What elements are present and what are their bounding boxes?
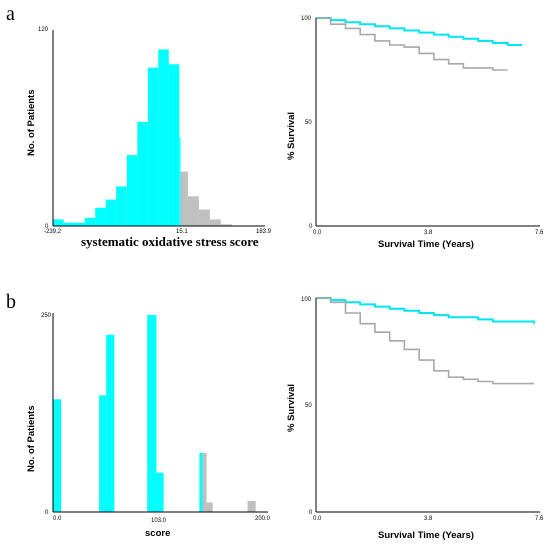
histogram-a-xtick-max: 183.9 bbox=[256, 229, 272, 235]
survival-b-ytick-50: 50 bbox=[305, 403, 312, 409]
histogram-a-bar-cyan-7 bbox=[126, 155, 138, 226]
histogram-b-xlabel: score bbox=[145, 528, 170, 539]
histogram-a-bar-gray-1 bbox=[187, 196, 199, 226]
histogram-b-ytick-0: 0 bbox=[45, 510, 49, 516]
histogram-b-ylabel: No. of Patients bbox=[26, 405, 37, 472]
histogram-a-xlabel: systematic oxidative stress score bbox=[81, 234, 259, 249]
survival-b: 100 50 0 0.0 3.8 7.6 % Survival Survival… bbox=[286, 297, 544, 541]
histogram-b-bar-gray-0 bbox=[202, 452, 207, 512]
histogram-a-bar-cyan-10 bbox=[158, 49, 169, 227]
histogram-b: 250 0 0.0 103.0 200.0 No. of Patients sc… bbox=[26, 313, 271, 539]
histogram-a-bar-gray-2 bbox=[198, 209, 210, 226]
survival-b-xtick-mid: 3.8 bbox=[424, 516, 433, 522]
survival-b-curve-cyan bbox=[316, 297, 536, 324]
histogram-b-bar-cyan-4 bbox=[156, 472, 164, 512]
survival-a-curve-gray bbox=[316, 17, 508, 71]
histogram-a-bar-cyan-2 bbox=[74, 222, 85, 226]
histogram-a-bar-cyan-1 bbox=[63, 222, 75, 226]
histogram-b-xtick-mid: 103.0 bbox=[151, 518, 167, 524]
panel-letter-a: a bbox=[6, 3, 15, 25]
survival-a-curve-cyan bbox=[316, 17, 523, 46]
survival-b-ytick-0: 0 bbox=[309, 510, 313, 516]
survival-a-ytick-100: 100 bbox=[301, 16, 312, 22]
histogram-a-bar-cyan-11 bbox=[168, 64, 180, 226]
histogram-b-bar-cyan-3 bbox=[147, 315, 157, 512]
histogram-b-xtick-0: 0.0 bbox=[53, 516, 62, 522]
survival-b-xtick-0: 0.0 bbox=[313, 516, 322, 522]
histogram-b-bar-cyan-5 bbox=[199, 452, 203, 512]
survival-b-ytick-100: 100 bbox=[301, 297, 312, 303]
survival-a-ytick-50: 50 bbox=[305, 120, 312, 126]
survival-a-ytick-0: 0 bbox=[309, 224, 313, 230]
survival-b-curve-gray bbox=[316, 297, 535, 385]
histogram-a-bar-cyan-5 bbox=[105, 199, 117, 226]
histogram-a-bar-gray-4 bbox=[221, 224, 232, 226]
histogram-a-xtick-cut: 15.1 bbox=[176, 229, 188, 235]
histogram-a-bar-cyan-8 bbox=[137, 122, 148, 226]
histogram-a-ylabel: No. of Patients bbox=[26, 89, 37, 156]
histogram-b-bar-gray-1 bbox=[206, 502, 213, 512]
histogram-a-bars bbox=[53, 49, 232, 227]
survival-a: 100 50 0 0.0 3.8 7.6 % Survival Survival… bbox=[286, 16, 544, 250]
histogram-b-bar-cyan-2 bbox=[106, 334, 115, 512]
histogram-b-bar-cyan-1 bbox=[99, 395, 107, 512]
survival-a-xtick-mid: 3.8 bbox=[424, 230, 433, 236]
survival-b-ylabel: % Survival bbox=[286, 384, 297, 432]
histogram-b-bar-gray-2 bbox=[247, 501, 256, 512]
histogram-b-ytick-250: 250 bbox=[41, 313, 52, 319]
survival-b-xtick-max: 7.6 bbox=[535, 516, 544, 522]
histogram-b-bars bbox=[53, 315, 256, 512]
histogram-b-bar-cyan-0 bbox=[53, 399, 62, 512]
histogram-a-bar-cyan-6 bbox=[116, 186, 127, 226]
histogram-a-bar-cyan-3 bbox=[84, 217, 96, 227]
histogram-a-xtick-min: -239.2 bbox=[44, 229, 62, 235]
survival-b-lines bbox=[316, 297, 536, 385]
survival-a-lines bbox=[316, 17, 523, 71]
histogram-a: 120 0 -239.2 15.1 183.9 No. of Patients … bbox=[26, 27, 272, 249]
histogram-a-bar-cyan-4 bbox=[95, 207, 106, 226]
survival-a-xlabel: Survival Time (Years) bbox=[378, 239, 474, 250]
histogram-a-bar-gray-0 bbox=[180, 171, 188, 226]
histogram-a-bar-cyan-9 bbox=[147, 67, 159, 226]
histogram-a-ytick-120: 120 bbox=[38, 27, 49, 33]
histogram-a-ytick-0: 0 bbox=[45, 224, 49, 230]
histogram-b-xtick-max: 200.0 bbox=[255, 516, 271, 522]
survival-b-xlabel: Survival Time (Years) bbox=[378, 530, 474, 541]
histogram-a-bar-cyan-12 bbox=[179, 136, 181, 226]
histogram-a-bar-cyan-0 bbox=[53, 219, 64, 226]
survival-a-xtick-0: 0.0 bbox=[313, 230, 322, 236]
survival-a-xtick-max: 7.6 bbox=[535, 230, 544, 236]
survival-a-ylabel: % Survival bbox=[286, 112, 297, 160]
panel-letter-b: b bbox=[6, 291, 16, 313]
histogram-a-bar-gray-3 bbox=[209, 219, 221, 226]
